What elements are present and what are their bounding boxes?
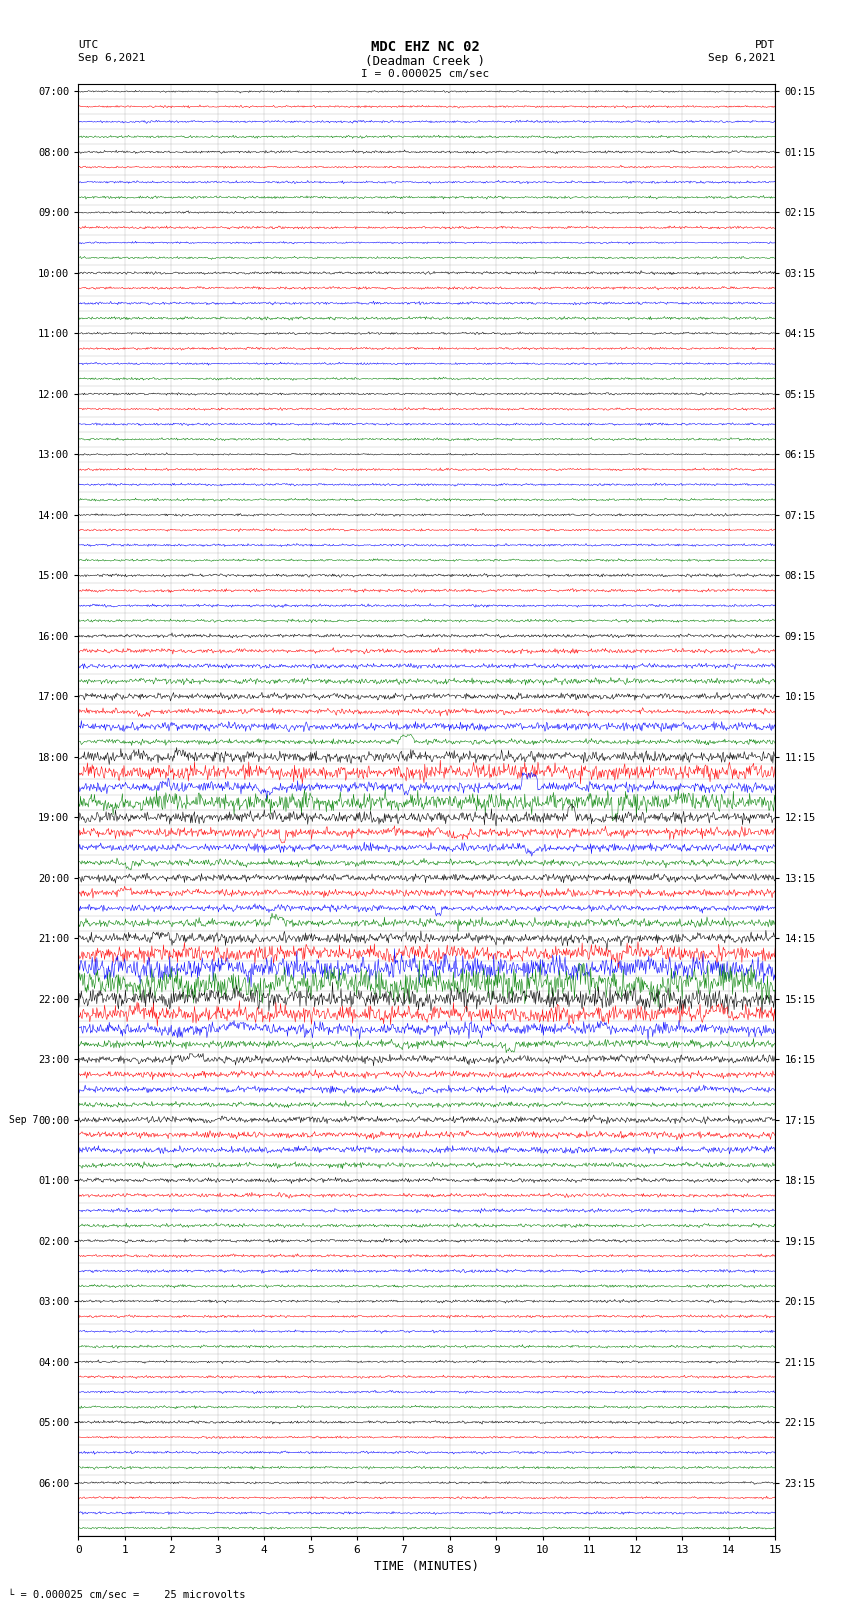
- Text: MDC EHZ NC 02: MDC EHZ NC 02: [371, 40, 479, 55]
- Text: (Deadman Creek ): (Deadman Creek ): [365, 55, 485, 68]
- Text: PDT: PDT: [755, 40, 775, 50]
- Text: Sep 6,2021: Sep 6,2021: [78, 53, 145, 63]
- X-axis label: TIME (MINUTES): TIME (MINUTES): [374, 1560, 479, 1573]
- Text: UTC: UTC: [78, 40, 99, 50]
- Text: └ = 0.000025 cm/sec =    25 microvolts: └ = 0.000025 cm/sec = 25 microvolts: [8, 1590, 246, 1600]
- Text: Sep 6,2021: Sep 6,2021: [708, 53, 775, 63]
- Text: Sep 7: Sep 7: [8, 1115, 38, 1124]
- Text: I = 0.000025 cm/sec: I = 0.000025 cm/sec: [361, 69, 489, 79]
